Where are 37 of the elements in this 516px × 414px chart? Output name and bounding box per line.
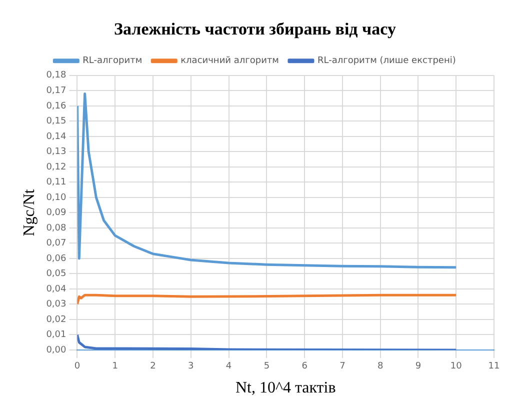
x-tick-label: 0 bbox=[74, 362, 80, 372]
y-tick-label: 0,18 bbox=[46, 70, 67, 81]
legend-label: RL-алгоритм bbox=[82, 56, 142, 66]
y-tick-label: 0,09 bbox=[46, 208, 67, 218]
y-tick-label: 0,16 bbox=[46, 101, 67, 112]
x-tick-label: 6 bbox=[302, 362, 308, 372]
y-tick-label: 0,03 bbox=[46, 300, 66, 310]
y-tick-label: 0,01 bbox=[46, 330, 66, 340]
y-tick-label: 0,11 bbox=[46, 178, 66, 188]
chart-title: Залежність частоти збирань від часу bbox=[114, 20, 396, 39]
y-tick-label: 0,02 bbox=[46, 314, 66, 325]
x-tick-label: 4 bbox=[226, 362, 232, 372]
x-tick-label: 1 bbox=[112, 362, 118, 372]
y-tick-label: 0,07 bbox=[46, 238, 66, 249]
y-tick-label: 0,05 bbox=[46, 269, 66, 280]
y-tick-label: 0,14 bbox=[46, 132, 67, 142]
y-tick-label: 0,17 bbox=[46, 86, 66, 96]
x-tick-label: 8 bbox=[377, 362, 384, 372]
x-tick-label: 9 bbox=[415, 362, 422, 372]
y-axis-title: Ngc/Nt bbox=[20, 188, 38, 236]
x-tick-label: 5 bbox=[264, 362, 270, 372]
x-tick-label: 7 bbox=[340, 362, 346, 372]
y-tick-label: 0,13 bbox=[46, 147, 66, 158]
y-tick-label: 0,12 bbox=[46, 162, 66, 172]
legend-label: класичний алгоритм bbox=[180, 56, 279, 66]
y-tick-label: 0,06 bbox=[46, 254, 67, 264]
y-tick-label: 0,15 bbox=[46, 116, 66, 127]
legend-label: RL-алгоритм (лише екстрені) bbox=[317, 56, 456, 66]
x-tick-label: 2 bbox=[150, 362, 156, 372]
x-axis-title: Nt, 10^4 тактів bbox=[235, 380, 336, 397]
x-tick-label: 10 bbox=[450, 362, 462, 372]
x-tick-label: 3 bbox=[188, 362, 194, 372]
y-tick-label: 0,04 bbox=[46, 284, 67, 294]
y-tick-label: 0,10 bbox=[46, 192, 67, 203]
y-tick-label: 0,08 bbox=[46, 223, 67, 234]
x-tick-label: 11 bbox=[488, 362, 500, 372]
y-tick-label: 0,00 bbox=[46, 345, 67, 356]
